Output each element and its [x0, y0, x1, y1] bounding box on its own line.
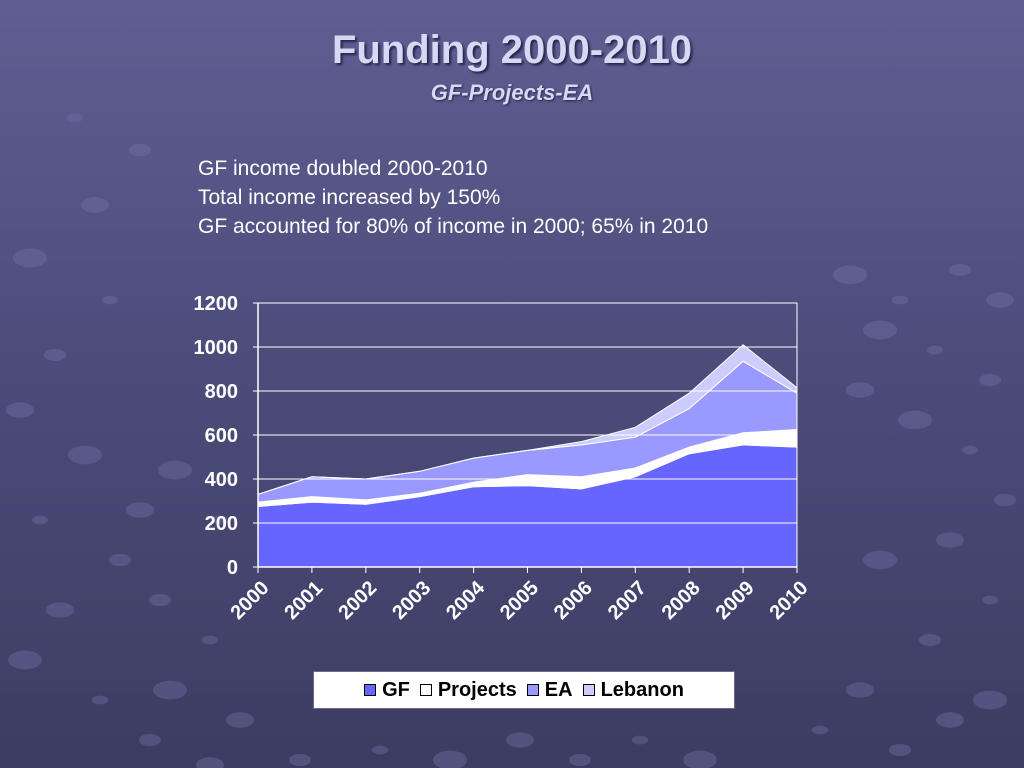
chart-legend: GF Projects EA Lebanon — [313, 671, 735, 709]
decor-dot — [986, 292, 1014, 308]
legend-item-gf: GF — [364, 679, 410, 702]
decor-dot — [833, 265, 867, 285]
note-line: Total income increased by 150% — [198, 186, 501, 209]
x-tick-label: 2009 — [712, 577, 759, 624]
y-tick-label: 1200 — [194, 293, 239, 315]
decor-dot — [289, 753, 311, 767]
decor-dot — [506, 732, 534, 748]
decor-dot — [632, 735, 648, 745]
legend-label-gf: GF — [382, 678, 410, 701]
legend-item-lebanon: Lebanon — [582, 678, 684, 702]
x-tick-label: 2008 — [658, 577, 705, 624]
legend-label-ea: EA — [544, 678, 573, 701]
legend-label-projects: Projects — [437, 678, 517, 701]
legend-swatch-ea — [526, 684, 539, 696]
decor-dot — [8, 650, 42, 670]
x-tick-label: 2003 — [388, 577, 435, 624]
decor-dot — [962, 445, 978, 455]
decor-dot — [202, 635, 218, 645]
y-tick-label: 800 — [205, 381, 238, 403]
decor-dot — [433, 750, 467, 768]
y-tick-label: 600 — [205, 425, 238, 447]
decor-dot — [67, 113, 83, 123]
decor-dot — [927, 345, 943, 355]
legend-item-projects: Projects — [419, 678, 517, 702]
decor-dot — [973, 690, 1007, 710]
decor-dot — [149, 593, 171, 607]
decor-dot — [982, 595, 998, 605]
decor-dot — [863, 550, 897, 570]
note-line: GF income doubled 2000-2010 — [198, 157, 488, 180]
x-tick-label: 2010 — [766, 577, 813, 624]
decor-dot — [109, 553, 131, 567]
slide-subtitle: GF-Projects-EA — [430, 80, 594, 105]
note-line: GF accounted for 80% of income in 2000; … — [198, 215, 709, 238]
x-tick-label: 2004 — [442, 576, 490, 624]
decor-dot — [129, 143, 151, 157]
decor-dot — [812, 725, 828, 735]
decor-dot — [889, 743, 911, 757]
decor-dot — [158, 460, 192, 480]
decor-dot — [81, 197, 109, 213]
decor-dot — [13, 248, 47, 268]
x-tick-label: 2002 — [334, 577, 381, 624]
y-tick-label: 200 — [205, 513, 238, 535]
decor-dot — [139, 733, 161, 747]
decor-dot — [979, 373, 1001, 387]
notes-block: GF income doubled 2000-2010 Total income… — [198, 154, 708, 241]
legend-swatch-projects — [419, 684, 432, 696]
decor-dot — [102, 295, 118, 305]
decor-dot — [936, 712, 964, 728]
slide-title: Funding 2000-2010 — [331, 28, 693, 72]
decor-dot — [994, 493, 1016, 507]
x-tick-label: 2007 — [604, 577, 651, 624]
legend-swatch-lebanon — [582, 684, 595, 696]
decor-dot — [226, 712, 254, 728]
y-tick-label: 1000 — [194, 337, 239, 359]
y-tick-label: 400 — [205, 469, 238, 491]
decor-dot — [153, 680, 187, 700]
decor-dot — [936, 532, 964, 548]
decor-dot — [92, 695, 108, 705]
legend-swatch-gf — [364, 684, 377, 696]
x-tick-label: 2006 — [550, 577, 597, 624]
x-tick-label: 2001 — [280, 577, 327, 624]
decor-dot — [126, 502, 154, 518]
decor-dot — [196, 757, 224, 768]
decor-dot — [32, 515, 48, 525]
decor-dot — [863, 320, 897, 340]
decor-dot — [6, 402, 34, 418]
decor-dot — [919, 633, 941, 647]
decor-dot — [68, 445, 102, 465]
decor-dot — [892, 295, 908, 305]
y-tick-label: 0 — [227, 557, 238, 579]
decor-dot — [949, 263, 971, 277]
series-group — [257, 344, 798, 568]
decor-dot — [372, 745, 388, 755]
x-tick-label: 2005 — [496, 577, 543, 624]
x-tick-label: 2000 — [227, 577, 274, 624]
decor-dot — [569, 753, 591, 767]
decor-dot — [846, 382, 874, 398]
legend-label-lebanon: Lebanon — [600, 678, 684, 701]
decor-dot — [683, 750, 717, 768]
legend-item-ea: EA — [526, 678, 573, 702]
decor-dot — [44, 348, 66, 362]
decor-dot — [846, 682, 874, 698]
decor-dot — [898, 410, 932, 430]
decor-dot — [212, 515, 228, 525]
decor-dot — [46, 602, 74, 618]
